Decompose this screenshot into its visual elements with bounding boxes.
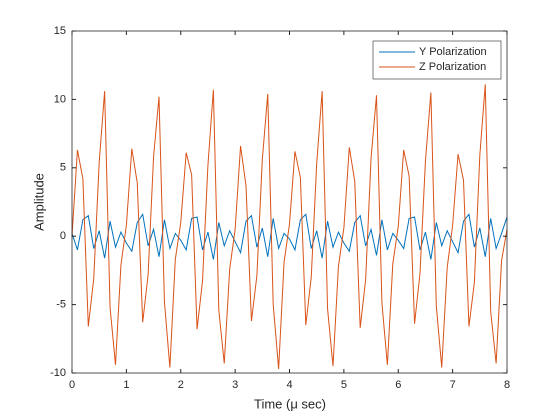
y-tick-label: 15 bbox=[54, 25, 66, 37]
legend: Y Polarization Z Polarization bbox=[372, 40, 502, 80]
legend-label: Z Polarization bbox=[419, 61, 486, 73]
x-tick-label: 8 bbox=[504, 379, 510, 391]
x-tick-label: 1 bbox=[123, 379, 129, 391]
legend-label: Y Polarization bbox=[419, 46, 487, 58]
x-tick-label: 6 bbox=[395, 379, 401, 391]
x-axis-label: Time (μ sec) bbox=[254, 396, 326, 411]
y-tick-label: 5 bbox=[60, 162, 66, 174]
y-tick-label: 10 bbox=[54, 93, 66, 105]
x-tick-label: 7 bbox=[450, 379, 456, 391]
x-tick-label: 0 bbox=[69, 379, 75, 391]
legend-box bbox=[372, 40, 502, 80]
data-line bbox=[71, 84, 508, 369]
x-tick-label: 3 bbox=[232, 379, 238, 391]
y-tick-label: -10 bbox=[50, 367, 66, 379]
x-tick-label: 5 bbox=[341, 379, 347, 391]
x-tick-label: 2 bbox=[178, 379, 184, 391]
x-tick-label: 4 bbox=[286, 379, 292, 391]
y-tick-label: -5 bbox=[56, 299, 66, 311]
y-tick-label: 0 bbox=[60, 230, 66, 242]
y-axis-label: Amplitude bbox=[31, 173, 46, 231]
